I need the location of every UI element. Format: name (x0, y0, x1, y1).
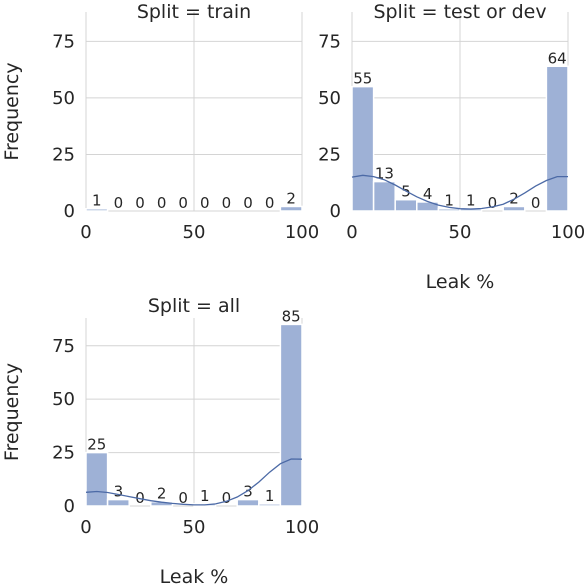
bar-count-label: 55 (353, 70, 372, 88)
bar-count-label: 0 (222, 194, 232, 212)
bar-count-label: 1 (444, 192, 454, 210)
bar-count-label: 1 (265, 487, 275, 505)
y-tick-label: 75 (318, 31, 341, 52)
bar-count-label: 3 (243, 483, 253, 501)
histogram-bar (279, 205, 303, 212)
histogram-bar (545, 65, 569, 212)
x-tick-label: 50 (183, 222, 206, 243)
histogram-bar (416, 201, 440, 212)
y-tick-label: 50 (52, 88, 75, 109)
histogram-bar (394, 198, 418, 212)
bar-count-label: 2 (286, 189, 296, 207)
x-axis-label: Leak % (160, 566, 229, 584)
x-tick-label: 0 (80, 222, 91, 243)
bar-count-label: 0 (135, 489, 145, 507)
panel-title: Split = train (137, 1, 251, 23)
histogram-bar (372, 180, 396, 212)
histogram-bar (85, 451, 109, 507)
bar-count-label: 0 (178, 194, 188, 212)
histogram-bar (236, 498, 260, 507)
x-tick-label: 0 (346, 222, 357, 243)
bar-count-label: 1 (466, 192, 476, 210)
bar-count-label: 0 (200, 194, 210, 212)
bar-count-label: 64 (548, 49, 567, 67)
y-axis-label: Frequency (1, 62, 23, 160)
x-tick-label: 50 (183, 517, 206, 538)
y-tick-label: 75 (52, 31, 75, 52)
y-tick-label: 0 (64, 201, 75, 222)
bar-count-label: 3 (114, 483, 124, 501)
bar-count-label: 1 (200, 487, 210, 505)
kde-curve (351, 174, 568, 210)
bar-count-label: 2 (157, 485, 167, 503)
bar-count-label: 0 (265, 194, 275, 212)
bar-count-label: 0 (135, 194, 145, 212)
histogram-bar (279, 323, 303, 507)
x-tick-label: 0 (80, 517, 91, 538)
bar-count-label: 0 (178, 489, 188, 507)
y-tick-label: 25 (52, 144, 75, 165)
x-tick-label: 100 (551, 222, 585, 243)
kde-curve (85, 458, 303, 506)
bar-count-label: 25 (87, 436, 106, 454)
y-tick-label: 75 (52, 336, 75, 357)
panel-title: Split = test or dev (373, 1, 546, 23)
y-tick-label: 0 (330, 201, 341, 222)
bar-count-label: 0 (531, 194, 541, 212)
bar-count-label: 4 (423, 185, 433, 203)
bar-count-label: 0 (488, 194, 498, 212)
bar-count-label: 0 (222, 489, 232, 507)
x-tick-label: 100 (285, 517, 319, 538)
y-axis-label: Frequency (1, 363, 23, 461)
x-tick-label: 100 (285, 222, 319, 243)
y-tick-label: 25 (318, 144, 341, 165)
y-tick-label: 25 (52, 443, 75, 464)
y-tick-label: 50 (52, 389, 75, 410)
y-tick-label: 50 (318, 88, 341, 109)
histogram-bar (106, 498, 130, 507)
panel-title: Split = all (148, 295, 240, 317)
histogram-bar (502, 205, 526, 212)
x-tick-label: 50 (449, 222, 472, 243)
bar-count-label: 0 (114, 194, 124, 212)
histogram-bar (351, 85, 375, 212)
histogram-bar (85, 207, 109, 212)
bar-count-label: 0 (157, 194, 167, 212)
y-tick-label: 0 (64, 496, 75, 517)
x-axis-label: Leak % (426, 271, 495, 293)
bar-count-label: 0 (243, 194, 253, 212)
bar-count-label: 85 (282, 307, 301, 325)
bar-count-label: 1 (92, 192, 102, 210)
